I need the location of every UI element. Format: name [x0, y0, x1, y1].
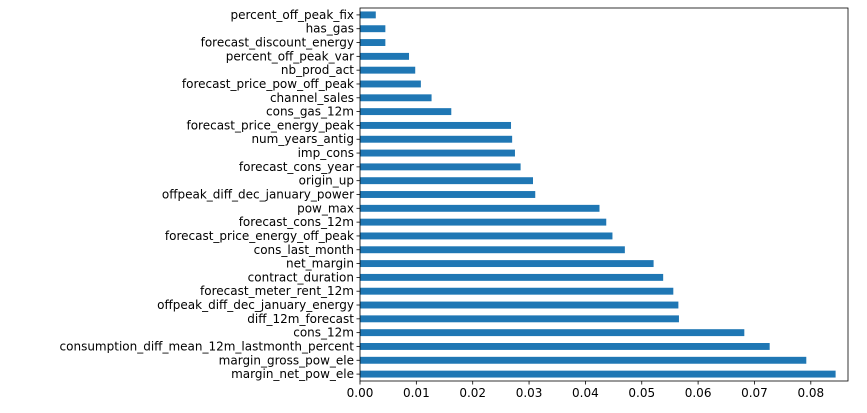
bar-has-gas: [360, 25, 386, 33]
bar-cons-last-month: [360, 246, 625, 254]
y-tick-label: forecast_cons_year: [239, 160, 354, 174]
bar-forecast-price-pow-off-peak: [360, 80, 421, 88]
y-tick-label: num_years_antig: [251, 132, 354, 146]
y-tick-label: forecast_discount_energy: [201, 36, 354, 50]
bar-margin-gross-pow-ele: [360, 356, 807, 364]
y-tick-label: cons_gas_12m: [266, 105, 354, 119]
y-tick-label: imp_cons: [298, 146, 354, 160]
bar-forecast-price-energy-off-peak: [360, 232, 613, 240]
x-tick-label: 0.04: [572, 386, 599, 400]
bars-group: [360, 11, 836, 378]
y-tick-label: margin_net_pow_ele: [231, 367, 354, 381]
y-tick-label: offpeak_diff_dec_january_power: [162, 188, 354, 202]
bar-forecast-price-energy-peak: [360, 121, 512, 129]
y-tick-label: forecast_price_energy_off_peak: [165, 229, 354, 243]
x-tick-label: 0.00: [347, 386, 374, 400]
bar-forecast-cons-12m: [360, 218, 607, 226]
bar-consumption-diff-mean-12m-lastmonth-percent: [360, 343, 770, 350]
x-tick-label: 0.07: [741, 386, 768, 400]
bar-num-years-antig: [360, 135, 513, 143]
y-tick-label: percent_off_peak_fix: [230, 8, 354, 22]
y-tick-label: diff_12m_forecast: [247, 312, 354, 326]
x-tick-label: 0.05: [628, 386, 655, 400]
y-tick-label: forecast_meter_rent_12m: [200, 284, 354, 298]
bar-diff-12m-forecast: [360, 315, 679, 323]
bar-channel-sales: [360, 94, 432, 102]
y-axis-ticks: margin_net_pow_elemargin_gross_pow_eleco…: [60, 8, 360, 381]
bar-cons-12m: [360, 329, 745, 337]
bar-cons-gas-12m: [360, 108, 452, 116]
y-tick-label: forecast_cons_12m: [239, 215, 354, 229]
plot-frame: [359, 7, 849, 382]
bar-forecast-cons-year: [360, 163, 521, 171]
x-tick-label: 0.03: [516, 386, 543, 400]
bar-margin-net-pow-ele: [360, 370, 836, 378]
bar-forecast-meter-rent-12m: [360, 287, 674, 295]
bar-percent-off-peak-var: [360, 52, 410, 60]
y-tick-label: offpeak_diff_dec_january_energy: [157, 298, 354, 312]
y-tick-label: margin_gross_pow_ele: [219, 353, 354, 367]
bar-pow-max: [360, 204, 600, 212]
bar-origin-up: [360, 177, 533, 185]
y-tick-label: has_gas: [306, 22, 354, 36]
bar-forecast-discount-energy: [360, 39, 386, 46]
x-tick-label: 0.02: [459, 386, 486, 400]
bar-offpeak-diff-dec-january-power: [360, 191, 536, 198]
x-tick-label: 0.06: [685, 386, 712, 400]
bar-contract-duration: [360, 273, 664, 281]
y-tick-label: nb_prod_act: [281, 63, 354, 77]
x-axis-ticks: 0.00 0.01 0.02 0.03 0.04 0.05 0.06 0.07 0.08: [347, 381, 824, 400]
y-tick-label: forecast_price_energy_peak: [186, 118, 354, 132]
bar-net-margin: [360, 260, 654, 268]
y-tick-label: cons_last_month: [254, 243, 354, 257]
y-tick-label: percent_off_peak_var: [226, 49, 354, 63]
bar-offpeak-diff-dec-january-energy: [360, 301, 679, 309]
y-tick-label: cons_12m: [293, 326, 354, 340]
bar-imp-cons: [360, 149, 515, 157]
y-tick-label: pow_max: [297, 201, 354, 215]
y-tick-label: forecast_price_pow_off_peak: [182, 77, 354, 91]
x-tick-label: 0.01: [403, 386, 430, 400]
bar-nb-prod-act: [360, 66, 416, 74]
x-tick-label: 0.08: [797, 386, 824, 400]
y-tick-label: consumption_diff_mean_12m_lastmonth_perc…: [60, 339, 355, 353]
y-tick-label: channel_sales: [270, 91, 354, 105]
y-tick-label: origin_up: [299, 174, 354, 188]
bar-percent-off-peak-fix: [360, 11, 376, 19]
y-tick-label: net_margin: [286, 257, 354, 271]
y-tick-label: contract_duration: [248, 270, 354, 284]
